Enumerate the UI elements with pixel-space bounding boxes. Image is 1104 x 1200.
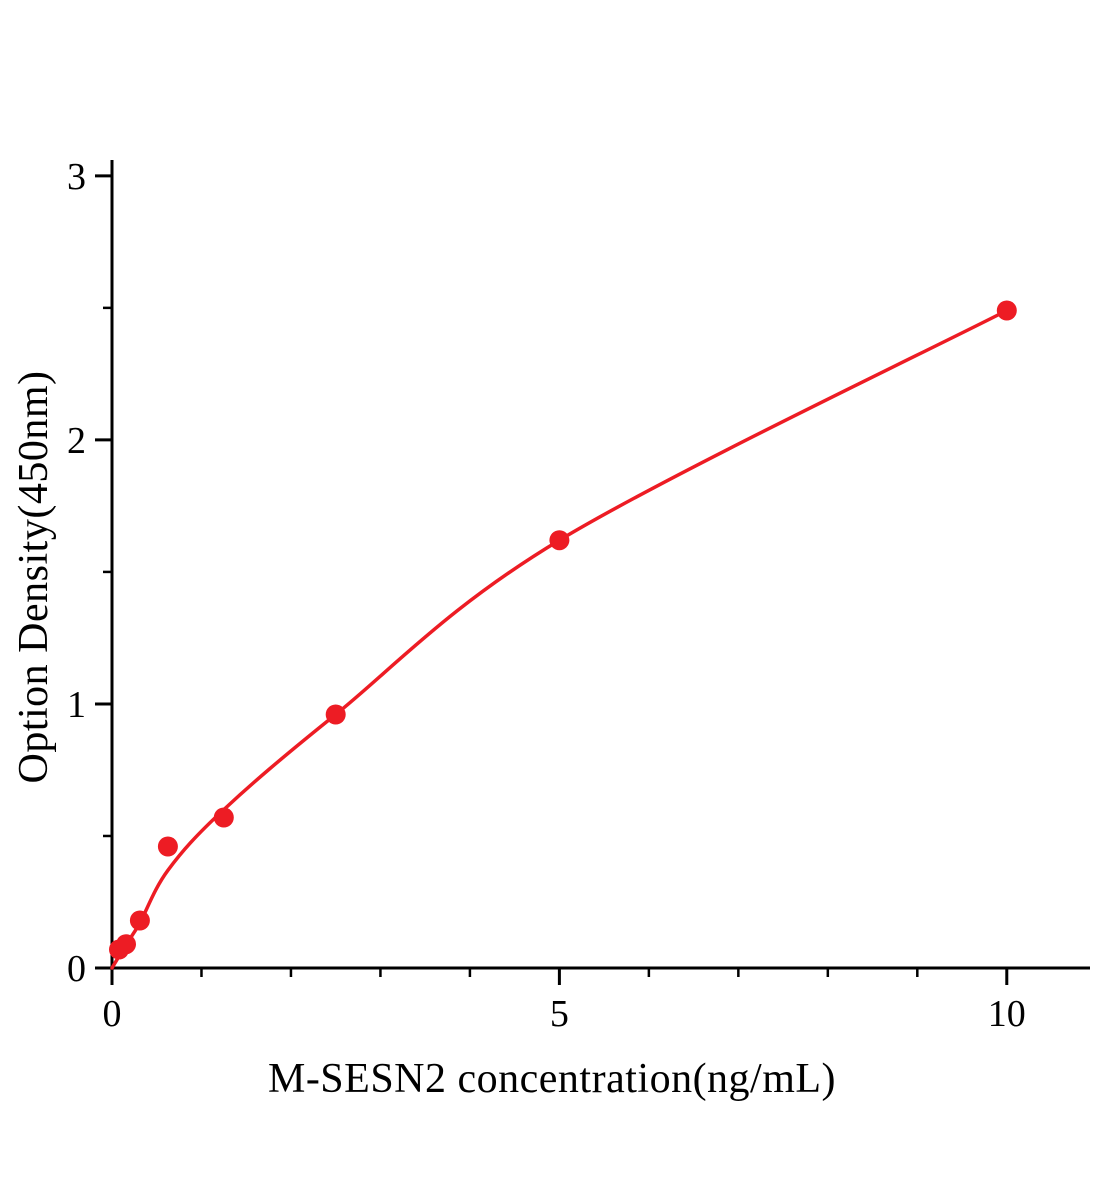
x-tick-label: 0 — [103, 993, 122, 1035]
x-tick-label: 5 — [550, 993, 569, 1035]
x-axis-label: M-SESN2 concentration(ng/mL) — [267, 1056, 837, 1102]
data-point — [996, 300, 1017, 321]
data-point — [116, 934, 136, 955]
data-point — [549, 530, 570, 551]
y-tick-label: 2 — [67, 420, 86, 462]
y-tick-label: 3 — [67, 156, 86, 198]
y-axis-label-text: Option Density(450nm) — [11, 370, 57, 784]
data-point — [129, 910, 150, 931]
data-point — [213, 807, 234, 828]
data-point — [157, 836, 178, 857]
y-tick-label: 1 — [67, 684, 86, 726]
x-tick-label: 10 — [988, 993, 1026, 1035]
y-tick-label: 0 — [67, 948, 86, 990]
fit-curve — [110, 308, 1009, 970]
data-point — [325, 704, 346, 725]
